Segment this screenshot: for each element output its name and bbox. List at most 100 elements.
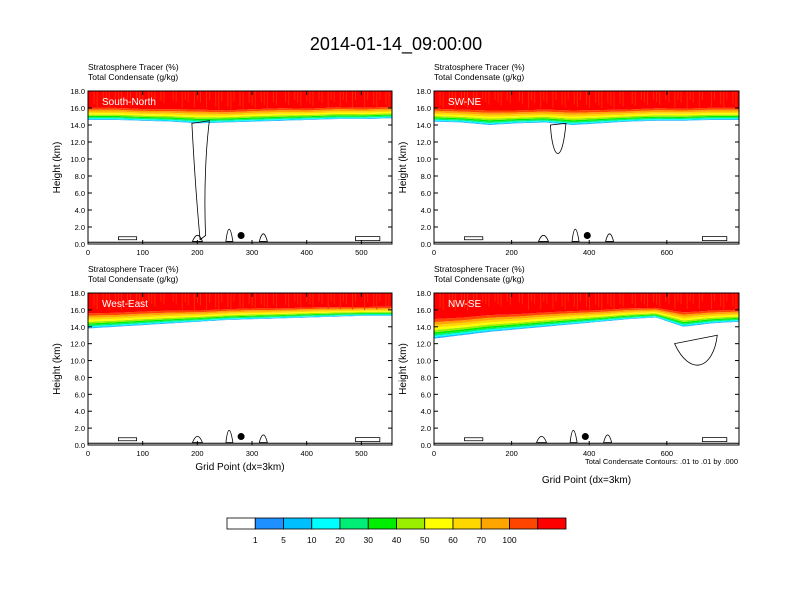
tracer-band-7 <box>88 310 392 322</box>
y-tick-label: 6.0 <box>421 390 431 399</box>
y-tick-label: 8.0 <box>421 373 431 382</box>
colorbar-box <box>480 517 510 530</box>
condensate-contour <box>118 429 381 443</box>
y-tick-label: 2.0 <box>75 223 85 232</box>
y-tick-label: 10.0 <box>70 155 85 164</box>
colorbar-label: 5 <box>281 535 286 545</box>
panel-header-tracer: Stratosphere Tracer (%) <box>88 62 179 72</box>
condensate-contour <box>118 228 381 242</box>
colorbar-box <box>424 517 454 530</box>
location-marker <box>237 232 245 239</box>
colorbar-box <box>367 517 397 530</box>
y-tick-label: 18.0 <box>416 289 431 298</box>
colorbar-box <box>509 517 539 530</box>
plot-area <box>88 91 392 244</box>
colorbar-label: 50 <box>420 535 430 545</box>
y-tick-label: 10.0 <box>416 155 431 164</box>
x-tick-label: 600 <box>661 449 674 458</box>
contour-note: Total Condensate Contours: .01 to .01 by… <box>585 457 738 466</box>
plot-frame <box>433 292 740 446</box>
y-tick-label: 18.0 <box>416 87 431 96</box>
x-tick-label: 200 <box>505 449 518 458</box>
colorbar-box <box>254 517 284 530</box>
y-tick-label: 6.0 <box>75 189 85 198</box>
x-tick-label: 500 <box>355 449 368 458</box>
condensate-contour <box>464 228 728 242</box>
tracer-band-4 <box>88 115 392 122</box>
colorbar-label: 70 <box>477 535 487 545</box>
y-tick-label: 18.0 <box>70 289 85 298</box>
x-tick-label: 300 <box>246 248 259 257</box>
y-tick-label: 8.0 <box>75 172 85 181</box>
location-marker <box>237 433 245 441</box>
condensate-contour <box>464 429 728 443</box>
tracer-band-10 <box>88 107 392 113</box>
anvil-contour <box>191 120 210 241</box>
colorbar-box <box>537 517 567 530</box>
y-tick-label: 12.0 <box>70 340 85 349</box>
y-axis-label: Height (km) <box>52 142 63 194</box>
x-tick-label: 0 <box>86 248 90 257</box>
y-tick-label: 14.0 <box>70 323 85 332</box>
x-tick-label: 0 <box>432 449 436 458</box>
y-tick-label: 0.0 <box>75 441 85 450</box>
x-tick-label: 0 <box>86 449 90 458</box>
y-tick-label: 18.0 <box>70 87 85 96</box>
panel-label: NW-SE <box>448 299 481 310</box>
y-tick-label: 0.0 <box>421 240 431 249</box>
x-tick-label: 200 <box>505 248 518 257</box>
y-tick-label: 0.0 <box>75 240 85 249</box>
y-tick-label: 0.0 <box>421 441 431 450</box>
y-tick-label: 16.0 <box>70 104 85 113</box>
y-tick-label: 12.0 <box>70 138 85 147</box>
y-tick-label: 14.0 <box>70 121 85 130</box>
panel-header-tracer: Stratosphere Tracer (%) <box>88 264 179 274</box>
colorbar-label: 1 <box>253 535 258 545</box>
panel-header-condensate: Total Condensate (g/kg) <box>88 274 178 284</box>
tracer-band-1 <box>434 119 739 125</box>
tracer-band-10 <box>434 307 739 323</box>
x-axis-label: Grid Point (dx=3km) <box>195 462 284 473</box>
tracer-band-10 <box>88 306 392 316</box>
colorbar-label: 100 <box>502 535 516 545</box>
plot-frame <box>87 90 393 245</box>
anvil-contour <box>674 334 718 366</box>
colorbar: 1 5 10 20 30 40 50 60 70 100 <box>226 517 567 545</box>
colorbar-box <box>311 517 341 530</box>
colorbar-box <box>283 517 313 530</box>
location-marker <box>583 232 591 239</box>
colorbar-label: 30 <box>364 535 374 545</box>
colorbar-label: 40 <box>392 535 402 545</box>
tracer-band-8 <box>88 309 392 320</box>
x-tick-label: 400 <box>583 248 596 257</box>
y-axis-label: Height (km) <box>398 343 409 395</box>
plot-area <box>434 91 739 244</box>
y-tick-label: 2.0 <box>421 424 431 433</box>
y-axis-label: Height (km) <box>52 343 63 395</box>
y-tick-label: 12.0 <box>416 340 431 349</box>
x-tick-label: 100 <box>136 248 149 257</box>
x-tick-label: 100 <box>136 449 149 458</box>
y-tick-label: 14.0 <box>416 121 431 130</box>
tracer-band-10 <box>434 107 739 113</box>
colorbar-box <box>452 517 482 530</box>
tracer-band-9 <box>88 108 392 114</box>
x-tick-label: 400 <box>583 449 596 458</box>
panel-header-tracer: Stratosphere Tracer (%) <box>434 62 525 72</box>
tracer-band-3 <box>434 118 739 124</box>
x-tick-label: 500 <box>355 248 368 257</box>
colorbar-label: 10 <box>307 535 317 545</box>
panel-header-condensate: Total Condensate (g/kg) <box>88 72 178 82</box>
plot-area <box>88 293 392 445</box>
x-tick-label: 400 <box>300 248 313 257</box>
location-marker <box>581 433 589 441</box>
panel-south-north: South-North Stratosphere Tracer (%)Total … <box>52 62 393 257</box>
y-tick-label: 2.0 <box>421 223 431 232</box>
y-tick-label: 8.0 <box>421 172 431 181</box>
tracer-band-2 <box>434 119 739 125</box>
panel-header-condensate: Total Condensate (g/kg) <box>434 274 524 284</box>
y-tick-label: 10.0 <box>70 357 85 366</box>
colorbar-box <box>339 517 369 530</box>
